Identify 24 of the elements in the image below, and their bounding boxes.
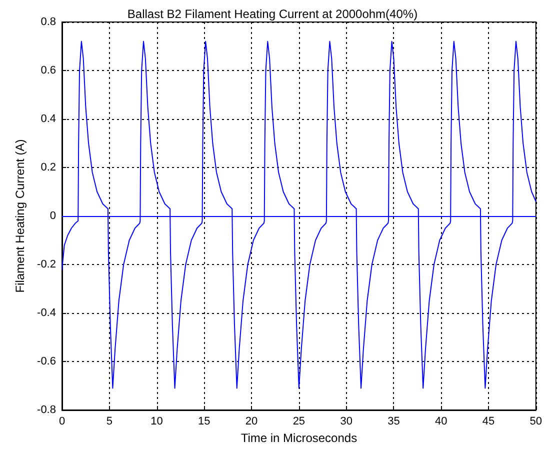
x-tick-label: 25: [292, 416, 306, 428]
y-tick-label: 0.6: [40, 64, 56, 76]
y-tick-label: 0.2: [40, 162, 56, 174]
x-tick-label: 5: [106, 416, 112, 428]
x-tick-label: 45: [482, 416, 495, 428]
line-series: [62, 40, 536, 389]
y-tick-label: -0.8: [37, 404, 56, 416]
y-tick-label: -0.2: [37, 258, 56, 270]
x-tick-label: 40: [434, 416, 448, 428]
x-axis-title: Time in Microseconds: [240, 430, 358, 445]
y-tick-label: 0.4: [40, 113, 56, 125]
x-tick-label: 35: [388, 416, 400, 428]
x-tick-label: 0: [58, 416, 66, 428]
y-tick-label: -0.4: [37, 307, 56, 319]
x-tick-label: 15: [198, 416, 210, 428]
y-axis-title: Filament Heating Current (A): [13, 139, 27, 293]
x-tick-label: 50: [530, 416, 542, 428]
x-tick-label: 30: [340, 416, 352, 428]
y-tick-label: -0.6: [37, 356, 56, 368]
x-tick-label: 20: [245, 416, 258, 428]
y-tick-label: 0: [50, 210, 56, 222]
chart-title: Ballast B2 Filament Heating Current at 2000ohm(40%): [127, 7, 418, 21]
y-tick-label: 0.8: [40, 16, 56, 28]
x-tick-label: 10: [150, 416, 163, 428]
